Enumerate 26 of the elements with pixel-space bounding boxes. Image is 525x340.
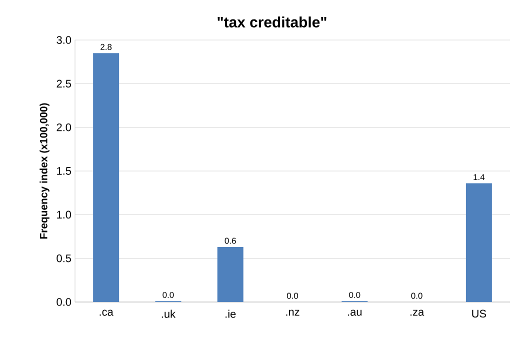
y-tick-label: 0.5 — [56, 254, 72, 262]
data-label: 0.0 — [162, 292, 174, 298]
bar — [466, 183, 492, 302]
y-axis-title: Frequency index (x100,000) — [40, 103, 50, 239]
y-tick-label: 1.5 — [57, 167, 72, 175]
data-label: 2.8 — [100, 44, 112, 50]
x-tick-label: .ie — [226, 310, 236, 318]
x-tick-label: .ca — [100, 310, 114, 316]
x-tick-label: .au — [348, 310, 362, 316]
y-tick-label: 0.0 — [56, 298, 72, 306]
data-label: 0.0 — [349, 292, 360, 298]
chart-title: "tax creditable" — [218, 16, 326, 28]
x-tick-label: US — [472, 310, 486, 318]
y-tick-label: 2.5 — [56, 80, 72, 88]
data-label: 1.4 — [474, 174, 485, 180]
data-label: 0.0 — [286, 292, 298, 299]
y-tick-label: 2.0 — [56, 123, 72, 132]
y-tick-label: 3.0 — [56, 36, 72, 44]
x-tick-label: .nz — [286, 310, 300, 316]
x-tick-label: .za — [410, 310, 424, 316]
y-tick-label: 1.0 — [57, 210, 72, 219]
bar — [217, 246, 244, 302]
x-tick-label: .uk — [162, 310, 176, 318]
data-label: 0.6 — [224, 238, 236, 244]
data-label: 0.0 — [411, 292, 422, 299]
bar — [93, 53, 120, 302]
